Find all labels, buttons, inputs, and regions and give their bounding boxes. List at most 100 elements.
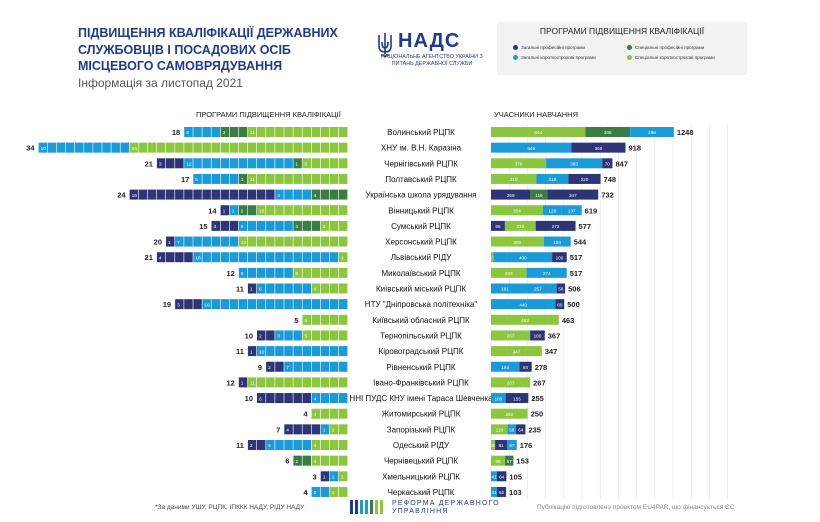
participant-bar-segment bbox=[491, 486, 498, 497]
program-bar-segment bbox=[257, 346, 266, 357]
participant-segment-label: 100 bbox=[534, 334, 542, 339]
program-bar-segment bbox=[229, 299, 239, 310]
program-bar-segment bbox=[275, 361, 284, 372]
program-bar-segment bbox=[320, 408, 330, 419]
program-bar-segment bbox=[193, 236, 202, 247]
program-bar-segment bbox=[293, 361, 302, 372]
program-bar-segment bbox=[338, 424, 348, 435]
program-bar-segment bbox=[329, 158, 339, 169]
program-segment-label: 1 bbox=[241, 177, 244, 183]
participants-section-title: Учасники навчання bbox=[494, 110, 579, 119]
program-bar-segment bbox=[257, 189, 266, 200]
category-label: Запорізький РЦПК bbox=[387, 425, 456, 434]
program-bar-segment bbox=[156, 142, 166, 153]
participant-total-label: 267 bbox=[533, 378, 546, 387]
program-bar-segment bbox=[293, 424, 302, 435]
program-bar-segment bbox=[338, 486, 348, 497]
category-label: Кіровоградський РЦПК bbox=[379, 347, 464, 356]
participant-bar-segment bbox=[530, 189, 548, 200]
program-total-label: 6 bbox=[285, 457, 289, 466]
participant-bar-segment bbox=[491, 346, 542, 357]
participant-bar-segment bbox=[585, 127, 631, 137]
program-bar-segment bbox=[302, 205, 311, 216]
category-label: Українська школа урядування bbox=[366, 191, 477, 200]
program-bar-segment bbox=[284, 189, 293, 200]
program-segment-label: 4 bbox=[277, 193, 280, 199]
program-bar-segment bbox=[320, 440, 330, 450]
participant-bar-segment bbox=[491, 142, 572, 153]
program-bar-segment bbox=[320, 158, 330, 169]
legend-label: Спеціальні короткострокові програми bbox=[635, 55, 715, 60]
program-bar-segment bbox=[320, 127, 330, 137]
program-bar-segment bbox=[320, 455, 330, 466]
category-label: Сумський РЦПК bbox=[391, 222, 451, 231]
participant-segment-label: 210 bbox=[516, 224, 524, 229]
program-bar-segment bbox=[311, 361, 321, 372]
participant-bar-segment bbox=[556, 283, 566, 294]
participant-bar-segment bbox=[630, 127, 674, 137]
program-bar-segment bbox=[257, 205, 266, 216]
participant-segment-label: 440 bbox=[519, 302, 527, 307]
participant-total-label: 103 bbox=[509, 488, 522, 497]
program-bar-segment bbox=[320, 189, 330, 200]
program-bar-segment bbox=[266, 236, 275, 247]
program-segment-label: 6 bbox=[295, 271, 298, 277]
program-bar-segment bbox=[293, 173, 302, 184]
program-bar-segment bbox=[275, 252, 284, 263]
legend-swatch bbox=[627, 55, 632, 61]
program-bar-segment bbox=[275, 440, 284, 450]
program-segment-label: 1 bbox=[232, 208, 235, 214]
program-bar-segment bbox=[329, 314, 339, 325]
program-bar-segment bbox=[211, 173, 220, 184]
program-bar-segment bbox=[320, 471, 330, 482]
program-bar-segment bbox=[320, 330, 330, 341]
participant-bar-segment bbox=[491, 424, 508, 435]
category-label: ННІ ПУДС КНУ імені Тараса Шевченка bbox=[349, 394, 493, 403]
program-bar-segment bbox=[329, 205, 339, 216]
participant-total-label: 918 bbox=[628, 144, 641, 153]
program-bar-segment bbox=[329, 455, 339, 466]
program-bar-segment bbox=[329, 393, 339, 404]
participant-bar-segment bbox=[491, 471, 498, 482]
category-label: Херсонський РЦПК bbox=[385, 238, 457, 247]
participant-segment-label: 191 bbox=[501, 287, 509, 292]
program-bar-segment bbox=[329, 299, 339, 310]
program-bar-segment bbox=[311, 299, 321, 310]
program-bar-segment bbox=[329, 408, 339, 419]
program-bar-segment bbox=[202, 127, 211, 137]
category-label: Одеський РІДУ bbox=[393, 441, 450, 450]
participant-segment-label: 57 bbox=[507, 459, 513, 464]
program-bar-segment bbox=[320, 424, 330, 435]
report-period-value: листопад 2021 bbox=[161, 76, 243, 90]
report-period: Інформація за листопад 2021 bbox=[78, 76, 243, 90]
program-bar-segment bbox=[320, 142, 330, 153]
program-bar-segment bbox=[311, 158, 321, 169]
program-bar-segment bbox=[266, 283, 275, 294]
category-label: Миколаївський РЦПК bbox=[382, 269, 461, 278]
program-bar-segment bbox=[229, 127, 239, 137]
publication-note: Публікацію підготовлено проектом EU4PAR,… bbox=[537, 504, 735, 511]
participant-segment-label: 376 bbox=[515, 162, 523, 167]
program-bar-segment bbox=[284, 299, 293, 310]
program-bar-segment bbox=[302, 142, 311, 153]
reform-text: Реформа державного управління bbox=[392, 500, 500, 515]
chart-legend: Програми підвищення кваліфікації Загальн… bbox=[497, 22, 747, 75]
participant-segment-label: 64 bbox=[518, 428, 524, 433]
legend-title: Програми підвищення кваліфікації bbox=[539, 26, 705, 36]
program-total-label: 11 bbox=[236, 285, 244, 294]
program-segment-label: 24 bbox=[132, 146, 138, 152]
program-bar-segment bbox=[329, 377, 339, 388]
program-bar-segment bbox=[338, 189, 348, 200]
program-bar-segment bbox=[166, 236, 175, 247]
program-bar-segment bbox=[65, 142, 75, 153]
participant-segment-label: 360 bbox=[514, 240, 522, 245]
program-bar-segment bbox=[284, 236, 293, 247]
program-bar-segment bbox=[302, 173, 311, 184]
program-bar-segment bbox=[338, 205, 348, 216]
program-total-label: 24 bbox=[117, 191, 126, 200]
program-bar-segment bbox=[238, 252, 248, 263]
program-segment-label: 1 bbox=[341, 475, 344, 481]
participant-total-label: 506 bbox=[568, 285, 581, 294]
program-bar-segment bbox=[320, 377, 330, 388]
legend-label: Спеціальні професійні програми bbox=[635, 45, 705, 50]
